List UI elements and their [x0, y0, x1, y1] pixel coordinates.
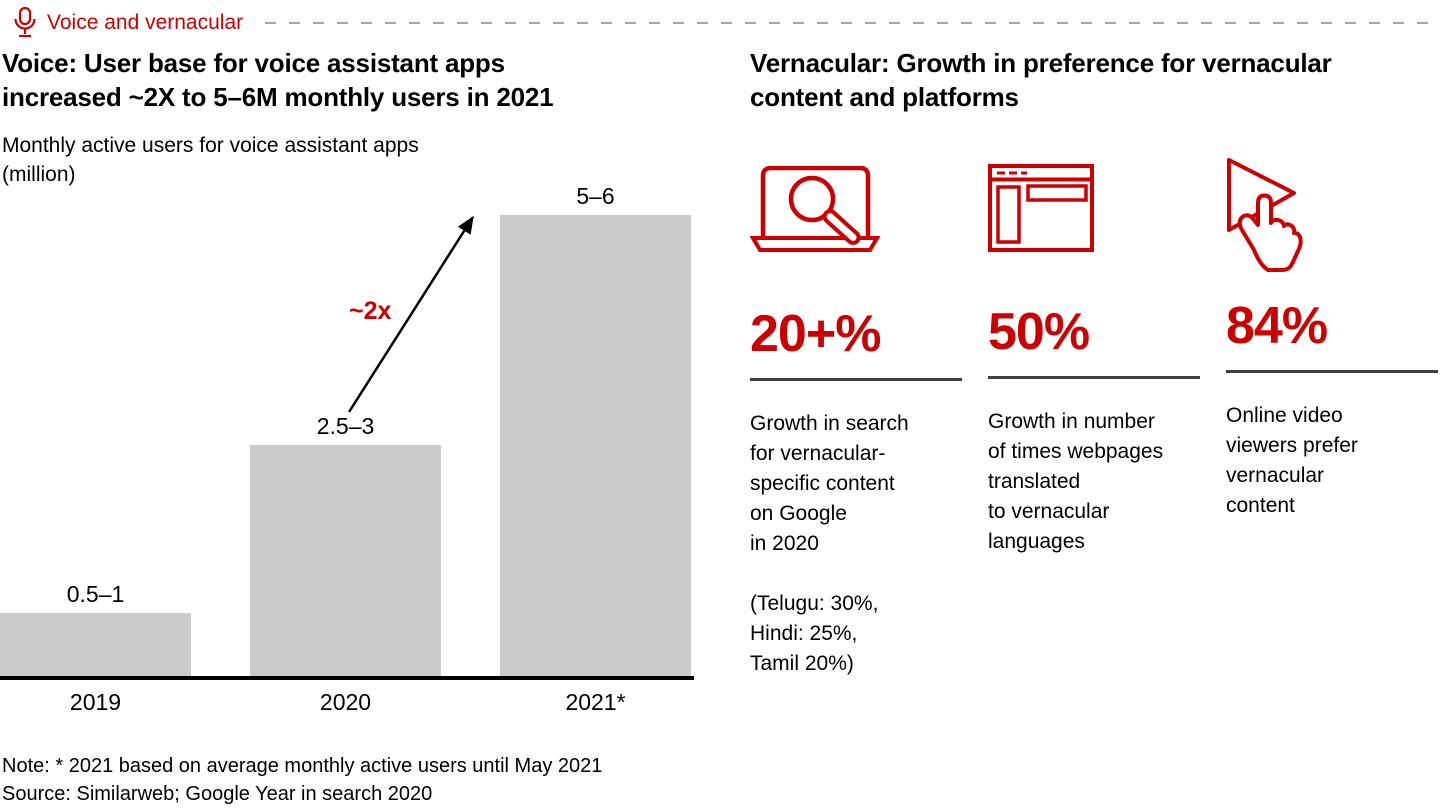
stat-divider	[750, 378, 962, 381]
header-dashed-line	[265, 21, 1440, 25]
source-note: Source: Similarweb; Google Year in searc…	[2, 783, 433, 805]
chart-subtitle: Monthly active users for voice assistant…	[2, 134, 419, 186]
bar-chart-plot: 0.5–1 2019 2.5–3 2020 5–6 2021*	[0, 173, 694, 715]
stat-divider	[1226, 370, 1438, 373]
browser-window-icon	[988, 164, 1094, 252]
stat-detail: (Telugu: 30%, Hindi: 25%, Tamil 20%)	[750, 592, 879, 675]
footer: Note: * 2021 based on average monthly ac…	[2, 752, 602, 808]
microphone-icon	[14, 6, 36, 38]
stat-description: Online video viewers prefer vernacular c…	[1226, 404, 1358, 517]
bar-2019	[0, 613, 191, 676]
x-axis-label: 2020	[319, 689, 372, 715]
stat-column-video: 84% Online video viewers prefer vernacul…	[1226, 156, 1438, 551]
icon-box	[750, 166, 962, 288]
bar-value-label: 2.5–3	[316, 413, 375, 439]
x-axis-label: 2019	[69, 689, 122, 715]
video-tap-icon	[1227, 158, 1303, 272]
header: Voice and vernacular	[12, 5, 1440, 41]
stat-description: Growth in number of times webpages trans…	[988, 410, 1164, 553]
stat-description: Growth in search for vernacular- specifi…	[750, 412, 909, 555]
x-axis-line	[0, 676, 694, 680]
bar-value-label: 5–6	[576, 183, 615, 209]
bar-2021*	[500, 215, 691, 676]
growth-arrow-icon	[347, 215, 475, 413]
growth-annotation: ~2x	[349, 297, 392, 325]
stat-value: 84%	[1226, 297, 1328, 355]
icon-box	[988, 164, 1200, 286]
laptop-search-icon	[750, 166, 880, 252]
bar-2020	[250, 445, 441, 676]
footnote: Note: * 2021 based on average monthly ac…	[2, 755, 603, 777]
icon-box	[1226, 158, 1438, 280]
x-axis-label: 2021*	[565, 689, 626, 715]
header-label: Voice and vernacular	[47, 11, 244, 34]
voice-section-title: Voice: User base for voice assistant app…	[2, 48, 554, 112]
vernacular-section-title: Vernacular: Growth in preference for ver…	[750, 48, 1332, 112]
bar-value-label: 0.5–1	[66, 581, 125, 607]
stat-value: 50%	[988, 303, 1090, 361]
stat-divider	[988, 376, 1200, 379]
stat-column-search: 20+% Growth in search for vernacular- sp…	[750, 156, 962, 679]
stat-column-webpages: 50% Growth in number of times webpages t…	[988, 156, 1200, 587]
stat-value: 20+%	[750, 305, 881, 363]
